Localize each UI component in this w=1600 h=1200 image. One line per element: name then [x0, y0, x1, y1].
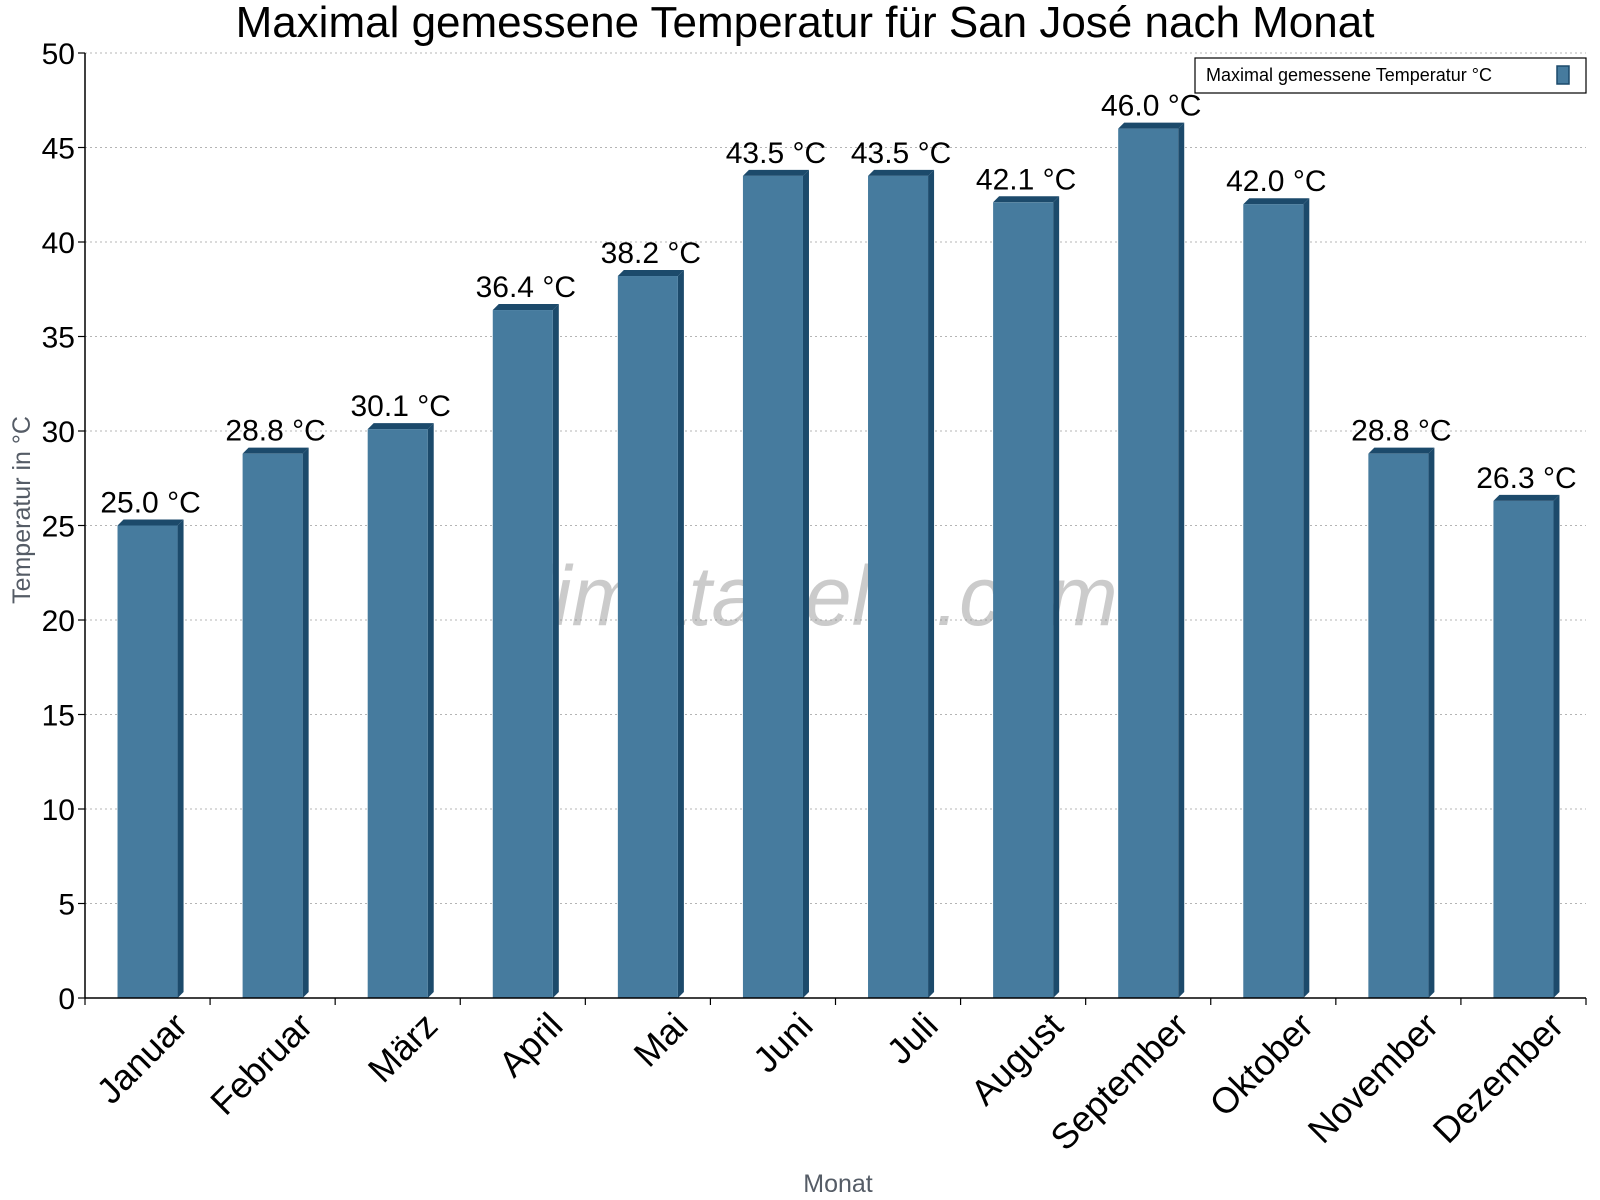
bar-side	[552, 304, 559, 998]
bar-side	[928, 169, 935, 999]
x-tick-label: Dezember	[1425, 1005, 1571, 1151]
y-tick-label: 35	[42, 322, 75, 355]
bars: 25.0 °C 28.8 °C 30.1 °C 36.4 °C 38.2 °C 43.5 …	[100, 90, 1577, 999]
chart-title: Maximal gemessene Temperatur für San Jos…	[236, 0, 1375, 47]
bar	[993, 202, 1054, 998]
legend-swatch	[1556, 65, 1570, 85]
y-tick-label: 40	[42, 227, 75, 260]
data-label: 43.5 °C	[726, 137, 826, 170]
bar-side	[677, 270, 684, 998]
bar-group: 25.0 °C	[100, 487, 201, 998]
bar-top	[117, 519, 184, 526]
bar-side	[302, 447, 309, 998]
bar-group: 36.4 °C	[476, 271, 576, 998]
y-ticks: 0 5 10 15 20 25 30 35 40 45 50	[42, 38, 85, 1016]
data-label: 38.2 °C	[601, 237, 701, 270]
bar	[1493, 500, 1554, 998]
bar-top	[868, 169, 935, 176]
bar-side	[427, 423, 434, 998]
bar-group: 42.0 °C	[1226, 165, 1326, 998]
x-ticks: Januar Februar März April Mai Juni Juli AugustS…	[84, 998, 1587, 1159]
x-tick-label: Juni	[745, 1005, 821, 1081]
bar-top	[742, 169, 809, 176]
bar-group: 46.0 °C	[1101, 90, 1201, 999]
bar	[617, 276, 678, 998]
x-tick-label: November	[1300, 1005, 1446, 1151]
data-label: 43.5 °C	[851, 137, 951, 170]
data-label: 46.0 °C	[1101, 90, 1201, 123]
bar-group: 38.2 °C	[601, 237, 701, 998]
bar-group: 28.8 °C	[1351, 415, 1452, 998]
bar	[242, 453, 303, 998]
legend: Maximal gemessene Temperatur °C	[1194, 57, 1587, 94]
x-tick-label: Juli	[879, 1005, 946, 1072]
grid	[85, 52, 1586, 904]
bar-top	[1368, 447, 1435, 454]
bar-side	[1178, 122, 1185, 999]
bar-top	[993, 196, 1060, 203]
x-tick-label: September	[1042, 1005, 1196, 1159]
bar-top	[367, 423, 434, 430]
y-tick-label: 25	[42, 511, 75, 544]
bar	[1368, 453, 1429, 998]
bar	[1118, 128, 1179, 999]
bar-side	[802, 169, 809, 999]
y-axis-title: Temperatur in °C	[8, 416, 36, 604]
bar	[367, 429, 428, 998]
bar	[492, 310, 553, 998]
bar-side	[1428, 447, 1435, 998]
bar	[117, 525, 178, 998]
bar-top	[1118, 122, 1185, 129]
bar-group: 42.1 °C	[976, 163, 1076, 998]
y-tick-label: 5	[58, 889, 75, 922]
bar-side	[1053, 196, 1060, 998]
legend-label: Maximal gemessene Temperatur °C	[1206, 65, 1492, 85]
bar-side	[1553, 494, 1560, 998]
bar-group: 30.1 °C	[351, 390, 451, 998]
y-tick-label: 10	[42, 794, 75, 827]
y-tick-label: 0	[58, 983, 75, 1016]
bar-group: 26.3 °C	[1476, 462, 1577, 998]
x-tick-label: April	[491, 1005, 571, 1085]
bar-side	[1303, 198, 1310, 998]
x-tick-label: März	[360, 1005, 446, 1091]
y-tick-label: 45	[42, 133, 75, 166]
x-tick-label: Februar	[202, 1005, 320, 1123]
bar	[1243, 204, 1304, 998]
y-tick-label: 20	[42, 605, 75, 638]
data-label: 30.1 °C	[351, 390, 451, 423]
bar-group: 43.5 °C	[726, 137, 826, 999]
x-tick-label: Oktober	[1201, 1005, 1321, 1125]
data-label: 25.0 °C	[100, 487, 200, 520]
legend-box	[1194, 57, 1587, 94]
data-label: 42.1 °C	[976, 163, 1076, 196]
y-tick-label: 15	[42, 700, 75, 733]
x-tick-label: August	[963, 1005, 1071, 1113]
data-label: 28.8 °C	[1351, 415, 1451, 448]
bar-group: 43.5 °C	[851, 137, 951, 999]
bar	[742, 175, 803, 999]
bar-top	[1493, 494, 1560, 501]
y-tick-label: 30	[42, 416, 75, 449]
data-label: 28.8 °C	[225, 415, 325, 448]
bar-top	[242, 447, 309, 454]
data-label: 36.4 °C	[476, 271, 576, 304]
data-label: 26.3 °C	[1476, 462, 1576, 495]
x-axis-title: Monat	[803, 1170, 873, 1198]
bar-group: 28.8 °C	[225, 415, 326, 998]
x-tick-label: Januar	[88, 1005, 195, 1112]
bar	[868, 175, 929, 999]
bar-top	[617, 270, 684, 277]
bar-side	[177, 519, 184, 998]
bar-top	[1243, 198, 1310, 205]
y-tick-label: 50	[42, 38, 75, 71]
bar-top	[492, 304, 559, 311]
data-label: 42.0 °C	[1226, 165, 1326, 198]
x-tick-label: Mai	[626, 1005, 696, 1075]
